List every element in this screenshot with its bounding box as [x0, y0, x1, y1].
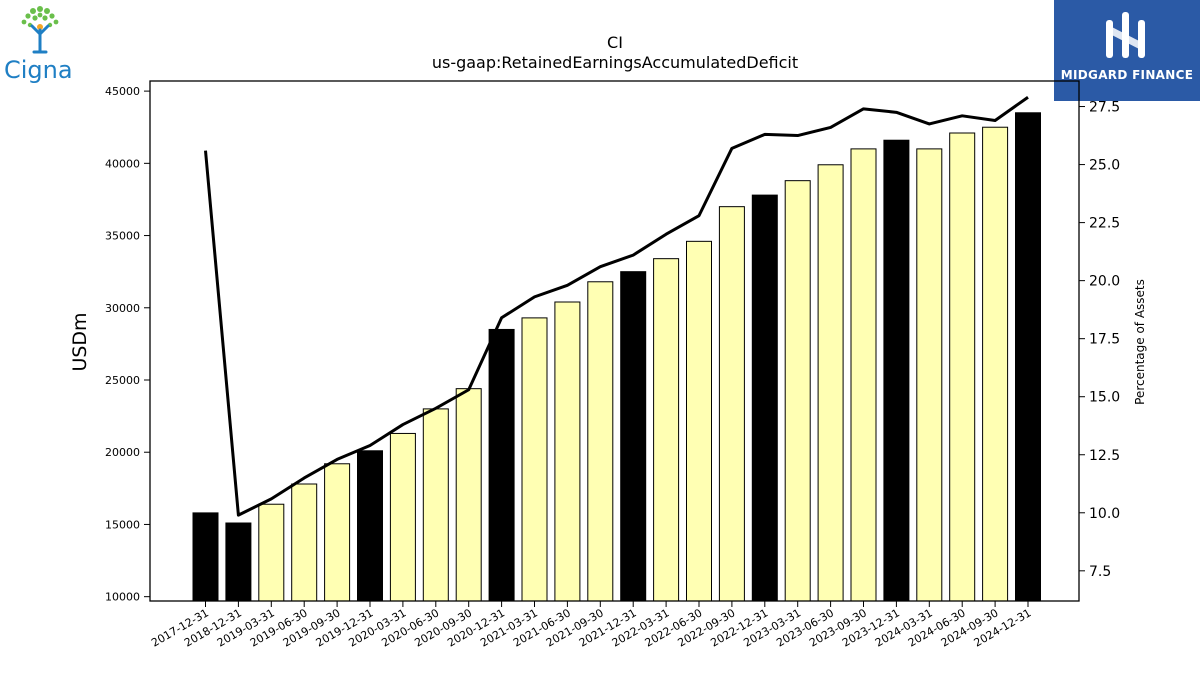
y2-tick-label: 25.0 [1089, 158, 1120, 174]
bar-2022-12-31 [751, 194, 778, 602]
chart-subtitle: us-gaap:RetainedEarningsAccumulatedDefic… [432, 53, 798, 72]
y-tick-label: 45000 [105, 85, 140, 98]
bar-2022-06-30 [686, 240, 712, 602]
bar-2019-03-31 [258, 503, 285, 602]
bar-2020-06-30 [422, 408, 449, 602]
y2-tick-label: 7.5 [1089, 564, 1111, 580]
bar-2023-12-31 [883, 139, 910, 602]
bar-2024-03-31 [916, 148, 943, 602]
bar-2021-09-30 [587, 281, 614, 602]
y2-tick-label: 20.0 [1089, 274, 1120, 290]
cigna-wordmark: Cigna [4, 56, 73, 84]
cigna-tree-icon [21, 6, 59, 54]
y2-tick-label: 12.5 [1089, 448, 1120, 464]
bar-2017-12-31 [192, 512, 219, 602]
y2-tick-label: 15.0 [1089, 390, 1120, 406]
bar-2020-12-31 [488, 328, 515, 602]
chart-title: CI [607, 33, 623, 52]
y-tick-label: 20000 [105, 446, 140, 459]
midgard-emblem-icon [1106, 12, 1145, 58]
y-tick-label: 25000 [105, 374, 140, 387]
bar-2021-12-31 [620, 271, 647, 602]
y-tick-label: 35000 [105, 230, 140, 243]
bar-2021-03-31 [521, 317, 548, 602]
bar-2020-03-31 [389, 432, 416, 602]
bar-2024-12-31 [1015, 112, 1041, 602]
bar-2019-06-30 [291, 483, 318, 602]
bar-2020-09-30 [455, 388, 482, 602]
bars-group [192, 112, 1041, 602]
bar-2023-03-31 [784, 180, 811, 602]
plot-frame [149, 80, 1080, 602]
y-tick-label: 10000 [105, 591, 140, 604]
bar-2021-06-30 [554, 301, 581, 602]
bar-2018-12-31 [225, 522, 252, 602]
line-layer [204, 96, 1029, 517]
midgard-finance-logo: MIDGARD FINANCE [1054, 0, 1200, 101]
y2-tick-label: 27.5 [1089, 100, 1120, 116]
cigna-logo: Cigna [0, 0, 90, 95]
y2-tick-label: 17.5 [1089, 332, 1120, 348]
y2-tick-label: 10.0 [1089, 506, 1120, 522]
bar-2019-09-30 [324, 463, 351, 602]
y-axis-label: USDm [69, 312, 91, 371]
bar-2024-06-30 [949, 132, 976, 602]
bar-2023-06-30 [817, 164, 844, 602]
bar-2022-03-31 [653, 258, 680, 602]
bar-2023-09-30 [850, 148, 877, 602]
y2-axis-label: Percentage of Assets [1133, 279, 1147, 405]
y-tick-label: 30000 [105, 302, 140, 315]
bar-2022-09-30 [718, 206, 745, 602]
y2-tick-label: 22.5 [1089, 216, 1120, 232]
y-tick-label: 15000 [105, 518, 140, 531]
y-tick-label: 40000 [105, 157, 140, 170]
bar-2019-12-31 [357, 450, 383, 602]
bar-2024-09-30 [982, 126, 1009, 602]
midgard-wordmark: MIDGARD FINANCE [1060, 68, 1194, 82]
percentage-line [204, 96, 1029, 517]
